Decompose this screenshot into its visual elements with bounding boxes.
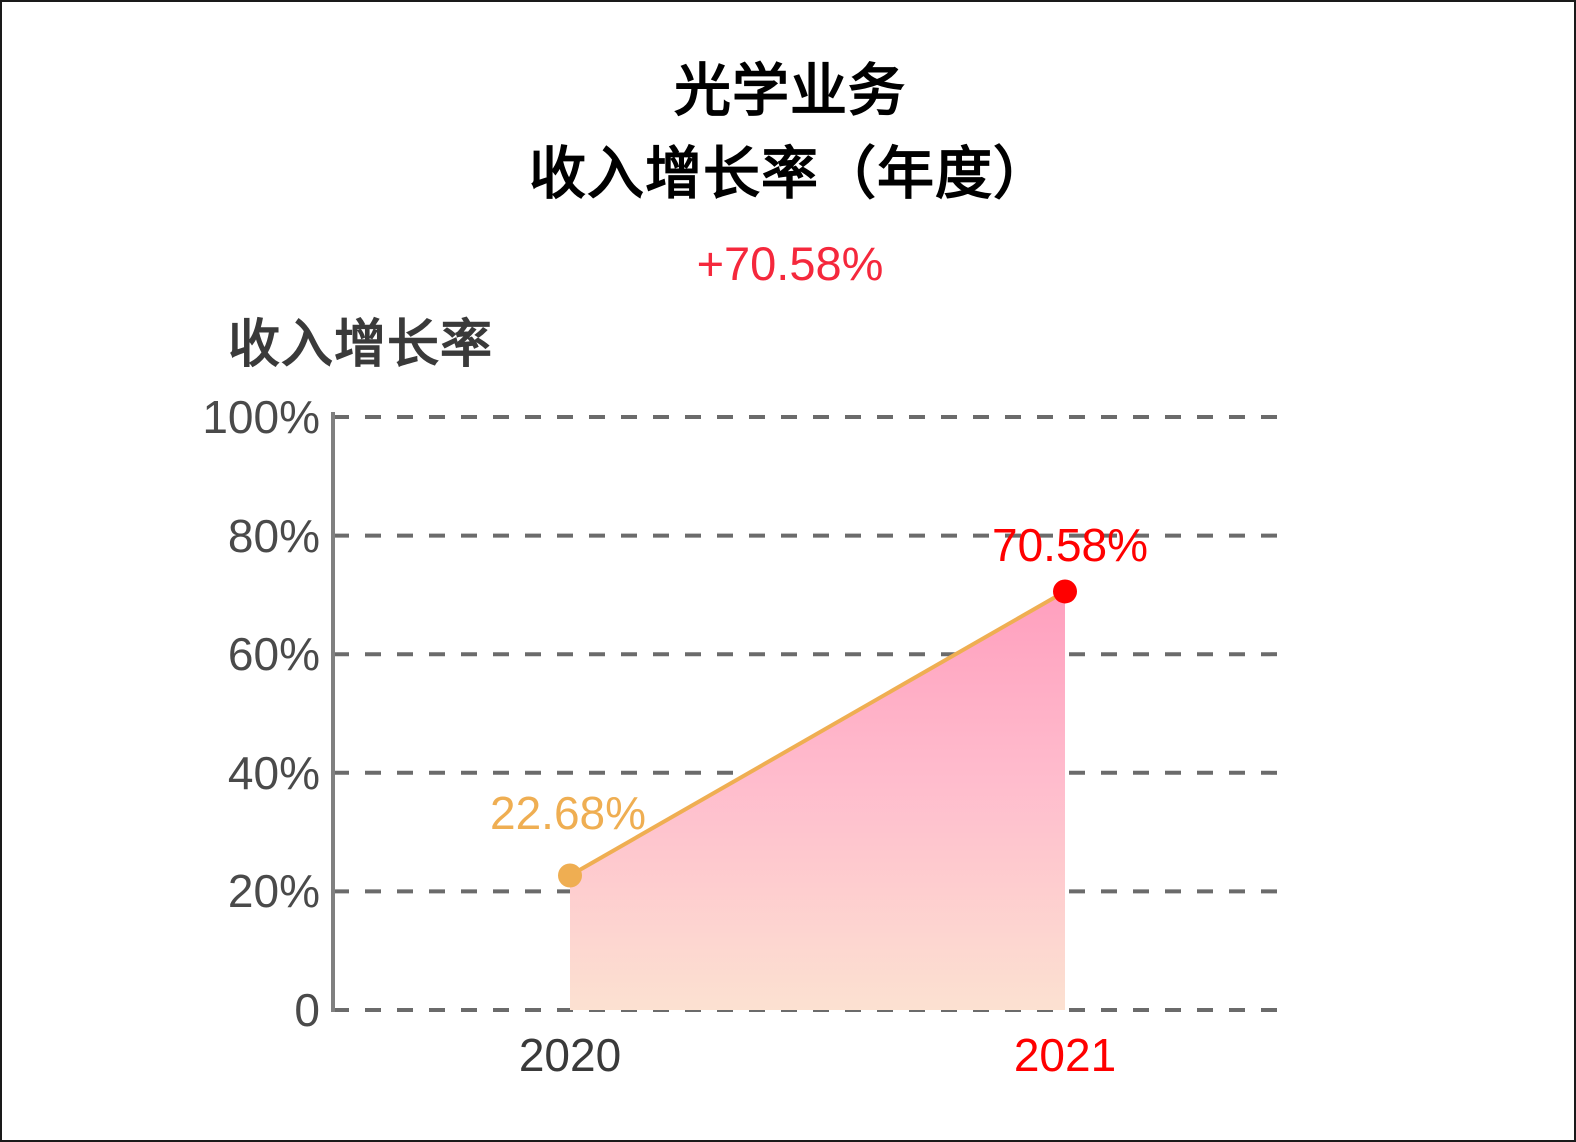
x-tick-label-2021: 2021	[1013, 1029, 1117, 1081]
x-tick-label-2020: 2020	[518, 1029, 622, 1081]
chart-title-line-1: 光学业务	[674, 59, 906, 123]
y-tick-label: 40%	[227, 746, 320, 799]
y-axis-title: 收入增长率	[228, 316, 494, 374]
chart-title: 光学业务 收入增长率（年度）	[2, 50, 1574, 215]
data-point-marker-2020[interactable]	[558, 863, 582, 888]
data-label-2020: 22.68%	[489, 786, 647, 839]
area-fill	[570, 591, 1065, 1010]
y-tick-label: 80%	[227, 509, 320, 562]
y-tick-label: 20%	[227, 865, 320, 918]
chart-title-line-2: 收入增长率（年度）	[529, 141, 1051, 206]
series-line	[569, 589, 1066, 878]
y-tick-label: 60%	[227, 628, 320, 681]
chart-subtitle-growth: +70.58%	[696, 237, 884, 290]
y-tick-label: 100%	[202, 391, 320, 443]
data-point-marker-2021[interactable]	[1053, 579, 1077, 604]
data-label-2021: 70.58%	[991, 519, 1149, 572]
y-tick-label: 0	[294, 984, 320, 1036]
